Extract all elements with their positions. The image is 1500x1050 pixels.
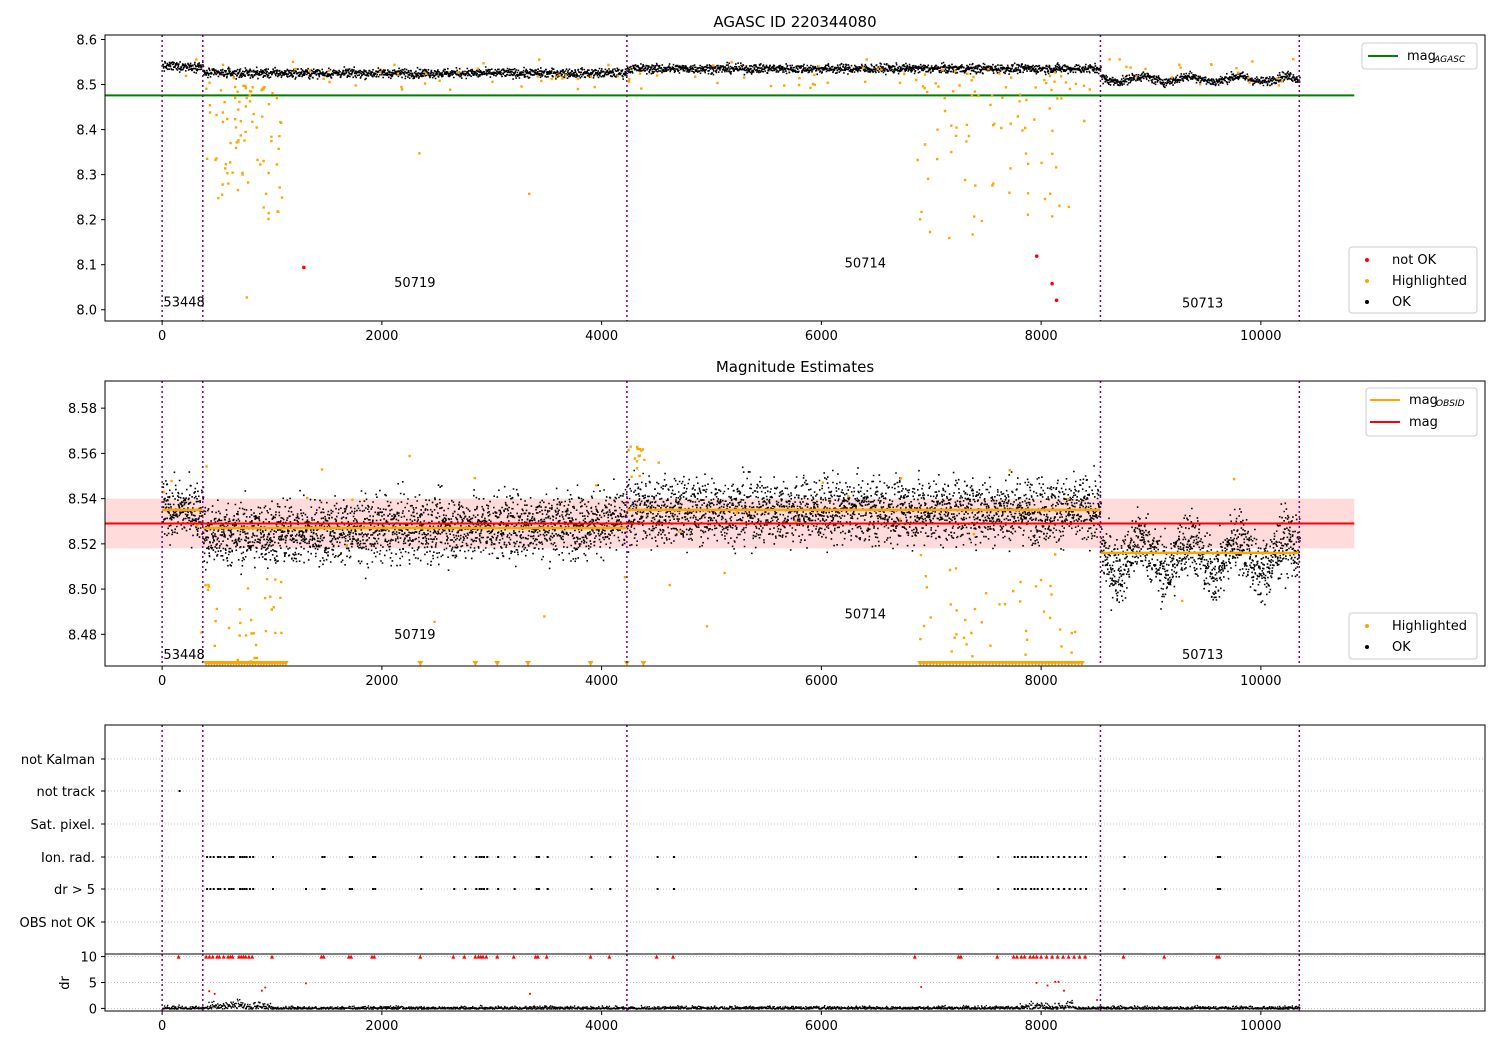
x-tick-label: 6000 [805,1019,838,1034]
x-tick-label: 4000 [585,674,618,689]
y-tick-label: 8.4 [76,124,97,139]
x-tick-label: 10000 [1240,329,1281,344]
obsid-label: 50713 [1182,648,1223,663]
x-tick-label: 2000 [365,674,398,689]
y-tick-label: 5 [89,977,97,992]
y-tick-label: 0 [89,1002,97,1017]
y-tick-label: 10 [80,951,97,966]
axes-frame [104,34,1486,322]
x-tick-label: 0 [158,1019,166,1034]
flag-row-label: not track [36,785,95,800]
legend-ok: OK [1392,295,1411,310]
flag-points [178,790,181,792]
flag-row-label: not Kalman [21,753,95,768]
x-tick-label: 10000 [1240,1019,1281,1034]
flag-row-label: Ion. rad. [41,851,95,866]
y-tick-label: 8.3 [76,169,97,184]
y-tick-label: 8.1 [76,259,97,274]
x-tick-label: 0 [158,329,166,344]
legend-mag-label: mag [1409,415,1438,430]
x-tick-label: 2000 [365,1019,398,1034]
x-tick-label: 8000 [1025,329,1058,344]
agasc-axes: 0 2000 4000 6000 8000 10000 8.0 8.1 8.2 8.3 8.4 8.5… [76,34,1486,344]
obsid-label: 50719 [394,628,435,643]
x-tick-label: 2000 [365,329,398,344]
not-ok-point [1054,298,1059,303]
flag-row-label: Sat. pixel. [31,818,95,833]
estimates-panel-title: Magnitude Estimates [716,358,874,376]
y-tick-label: 8.5 [76,79,97,94]
legend-highlighted: Highlighted [1392,274,1467,289]
flags-panel: not Kalman not track Sat. pixel. Ion. rad. d… [20,724,1486,955]
dr-axes: 0 2000 4000 6000 8000 10000 0 5 10 [80,951,1486,1034]
flag-points [206,856,1222,858]
y-tick-label: 8.50 [68,583,97,598]
legend-mag-agasc-sub: AGASC [1433,55,1466,65]
x-tick-label: 10000 [1240,674,1281,689]
estimates-axes: 0 2000 4000 6000 8000 10000 8.48 8.50 8.52 8.54 8.… [68,380,1486,689]
obsid-label: 50713 [1182,296,1223,311]
x-tick-label: 4000 [585,329,618,344]
dr-ylabel: dr [58,976,73,990]
y-tick-label: 8.54 [68,493,97,508]
legend-mag-agasc-label: mag [1407,49,1436,64]
x-tick-label: 8000 [1025,1019,1058,1034]
axes-frame [104,380,1486,667]
agasc-magnitude-panel: AGASC ID 220344080 53448507195071450713 … [76,13,1486,344]
estimates-legend-lines: mag OBSID mag [1365,387,1478,437]
magnitude-estimates-panel: Magnitude Estimates 53448 50719 50714 50713… [68,358,1486,689]
obsid-label: 53448 [163,296,204,311]
legend-mag-obsid-label: mag [1409,393,1438,408]
obsid-label: 50719 [394,276,435,291]
x-tick-label: 6000 [805,674,838,689]
x-tick-label: 6000 [805,329,838,344]
flag-points [206,888,1222,890]
legend-mag-obsid-sub: OBSID [1436,399,1465,409]
dr-panel: 0 2000 4000 6000 8000 10000 0 5 10 dr [58,951,1486,1034]
y-tick-label: 8.58 [68,402,97,417]
legend-highlighted-2: Highlighted [1392,619,1467,634]
obsid-label: 50714 [845,256,886,271]
y-tick-label: 8.48 [68,628,97,643]
agasc-data-layer: 53448 50719 50714 50713 [105,35,1355,321]
estimates-data-layer: 53448 50719 50714 50713 [105,381,1355,666]
x-tick-label: 8000 [1025,674,1058,689]
agasc-legend-markers: not OK Highlighted OK [1348,246,1478,314]
not-ok-point [1034,254,1039,258]
y-tick-label: 8.2 [76,214,97,229]
ok-points-estimates [162,465,1301,611]
y-tick-label: 8.0 [76,304,97,319]
dr-data-layer [105,954,1485,1011]
y-tick-label: 8.56 [68,447,97,462]
obsid-label: 50714 [845,608,886,623]
ok-points-agasc [162,60,1301,89]
off-scale-markers [203,661,1085,666]
obsid-label: 53448 [163,648,204,663]
agasc-legend-line: mag AGASC [1361,42,1478,70]
legend-not-ok: not OK [1392,253,1437,268]
flag-row-label: dr > 5 [54,883,95,898]
estimates-legend-markers: Highlighted OK [1348,612,1478,660]
dr-points [162,998,1301,1010]
flags-data-layer: not Kalman not track Sat. pixel. Ion. rad. d… [20,725,1485,954]
legend-ok-2: OK [1392,640,1411,655]
x-tick-label: 0 [158,674,166,689]
x-tick-label: 4000 [585,1019,618,1034]
not-ok-point [302,265,306,270]
y-tick-label: 8.52 [68,538,97,553]
flag-row-label: OBS not OK [20,916,96,931]
agasc-panel-title: AGASC ID 220344080 [713,13,876,31]
not-ok-point [1050,281,1054,286]
y-tick-label: 8.6 [76,34,97,49]
